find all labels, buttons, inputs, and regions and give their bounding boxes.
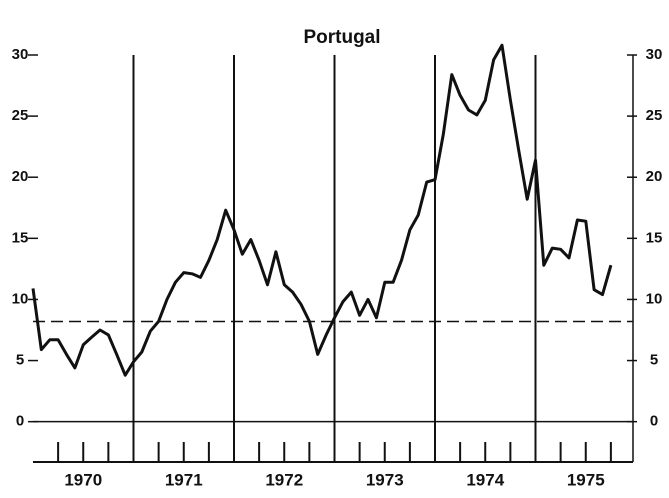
y-tick-label: 25 <box>12 107 29 124</box>
x-tick-label: 1973 <box>366 470 404 489</box>
y2-tick-label: 15 <box>646 229 663 246</box>
x-tick-label: 1974 <box>466 470 504 489</box>
y2-tick-label: 25 <box>646 107 663 124</box>
x-tick-label: 1972 <box>265 470 303 489</box>
y-tick-label: 20 <box>12 168 29 185</box>
y-tick-label: 0 <box>16 413 24 430</box>
y2-tick-label: 10 <box>646 290 663 307</box>
y-tick-label: 10 <box>12 290 29 307</box>
x-tick-label: 1971 <box>165 470 203 489</box>
y2-tick-label: 5 <box>650 352 658 369</box>
y-tick-label: 30 <box>12 46 29 63</box>
y-tick-label: 15 <box>12 229 29 246</box>
x-tick-label: 1970 <box>64 470 102 489</box>
y2-tick-label: 0 <box>650 413 658 430</box>
y2-tick-label: 20 <box>646 168 663 185</box>
y-tick-label: 5 <box>16 352 24 369</box>
y2-tick-label: 30 <box>646 46 663 63</box>
data-line <box>31 43 613 377</box>
chart-title: Portugal <box>303 27 380 48</box>
x-tick-label: 1975 <box>567 470 605 489</box>
